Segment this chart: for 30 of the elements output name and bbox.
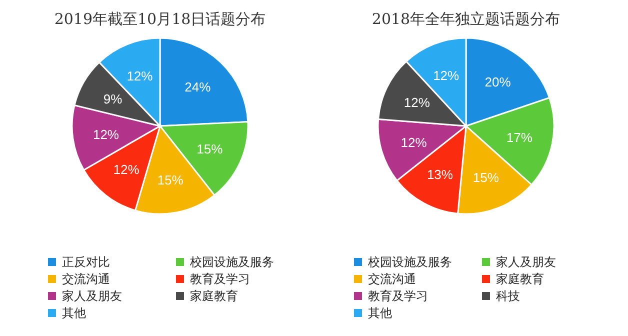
legend-label: 校园设施及服务 (367, 255, 452, 269)
chart-title: 2019年截至10月18日话题分布 (54, 10, 266, 28)
legend-label: 科技 (496, 289, 520, 303)
data-label: 12% (113, 162, 140, 177)
data-label: 12% (404, 95, 430, 110)
chart-title: 2018年全年独立题话题分布 (372, 10, 560, 28)
data-label: 12% (400, 134, 428, 150)
data-label: 15% (472, 170, 500, 185)
data-label: 24% (184, 80, 212, 95)
data-label: 17% (506, 130, 533, 145)
legend-label: 校园设施及服务 (189, 255, 274, 269)
legend-label: 交流沟通 (368, 272, 416, 286)
legend-label: 家人及朋友 (62, 289, 122, 303)
data-label: 12% (126, 68, 154, 84)
data-label: 12% (92, 126, 120, 142)
legend-label: 家庭教育 (190, 289, 238, 303)
legend-label: 家人及朋友 (496, 255, 556, 269)
data-label: 15% (196, 142, 224, 157)
data-label: 13% (426, 166, 454, 182)
legend-label: 交流沟通 (62, 272, 110, 286)
legend-label: 其他 (368, 306, 392, 320)
legend-label: 家庭教育 (496, 272, 544, 286)
legend-label: 教育及学习 (190, 272, 250, 286)
legend-label: 正反对比 (62, 255, 110, 269)
legend-label: 其他 (62, 306, 86, 320)
legend-label: 教育及学习 (368, 289, 428, 303)
data-label: 12% (433, 68, 460, 84)
data-label: 15% (157, 172, 184, 188)
data-label: 9% (103, 92, 123, 107)
data-label: 20% (484, 74, 512, 90)
